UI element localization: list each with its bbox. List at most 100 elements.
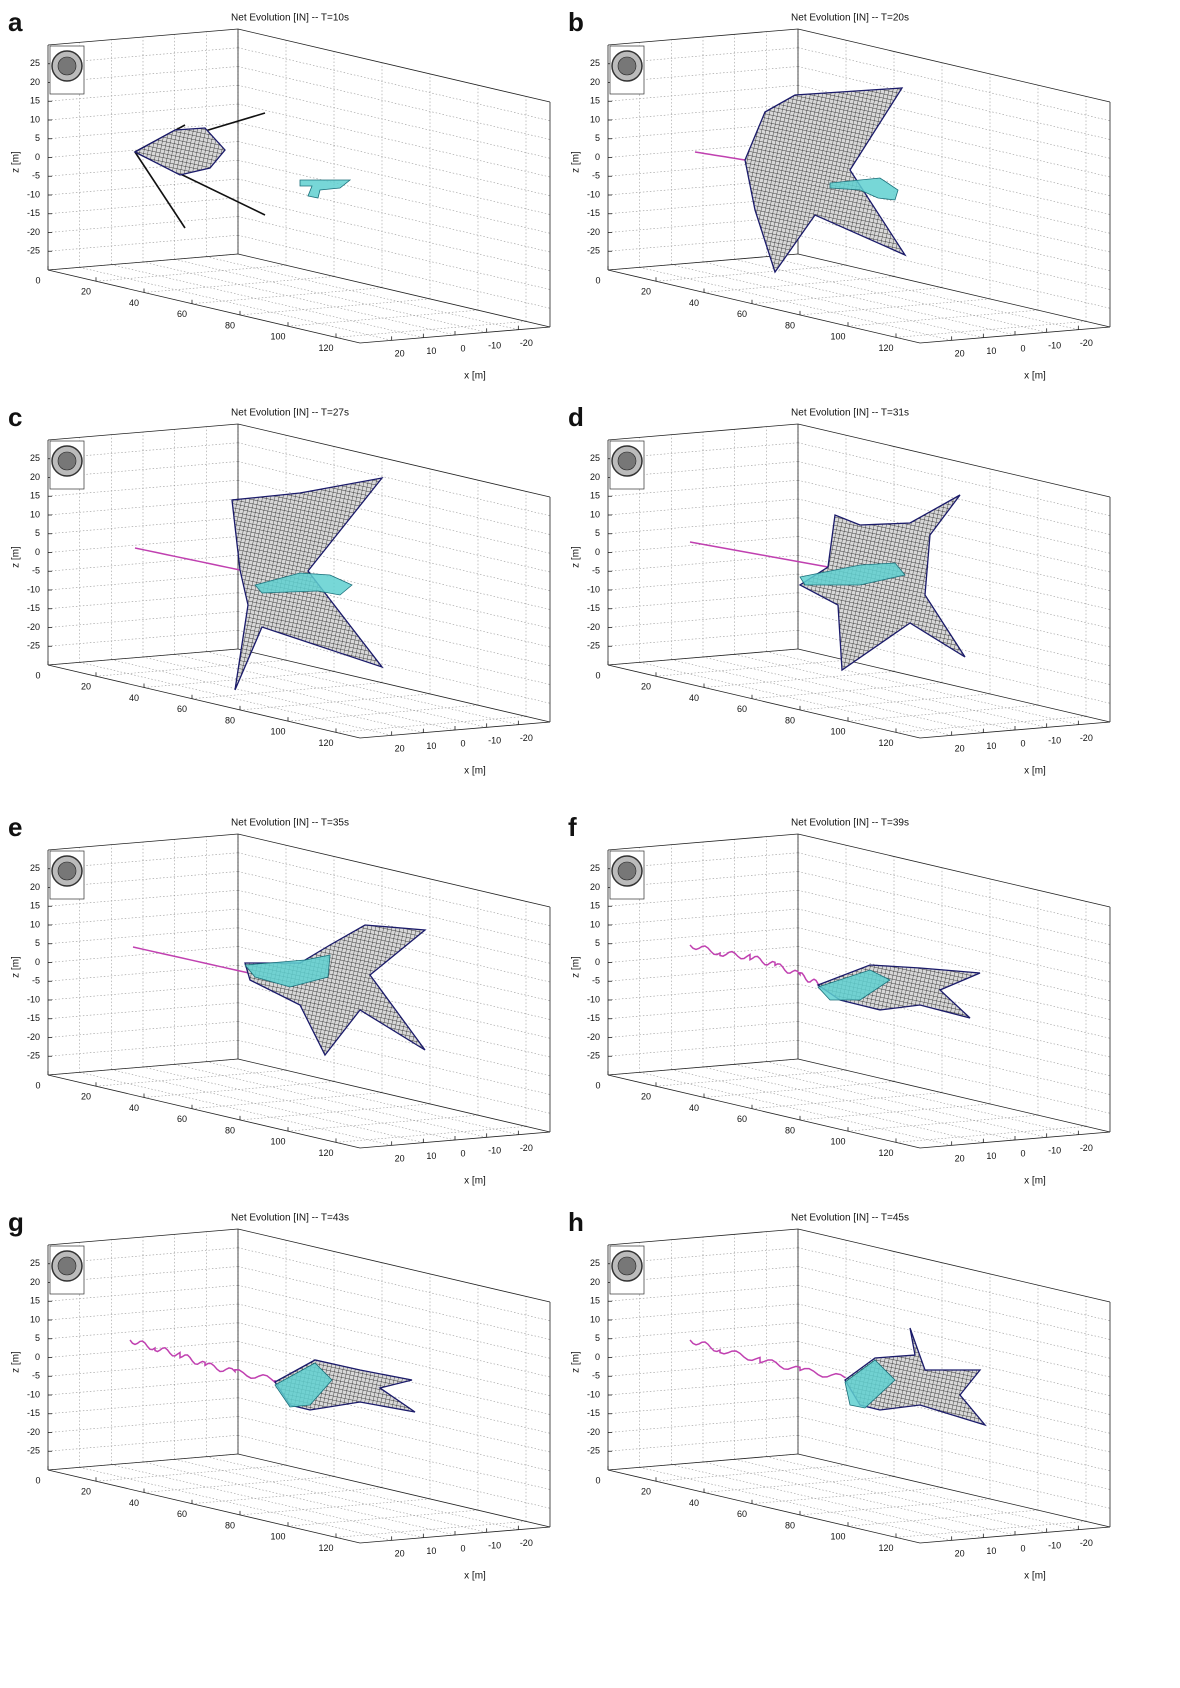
z-tick-label: 5 [35,938,40,948]
grid-line [238,48,550,121]
grid-line [798,1304,1110,1377]
tether [690,945,820,987]
y-tick-label: 40 [689,1498,699,1508]
panel-letter: a [8,7,23,37]
grid-line [238,1417,550,1490]
axis-edge [48,1229,238,1245]
x-tick-label: -10 [1048,341,1061,351]
grid-line [238,1248,550,1321]
grid-line [80,267,392,340]
grid-line [798,890,1110,963]
y-tick-label: 80 [225,1125,235,1135]
grid-line [798,1022,1110,1095]
y-tick-label: 120 [318,738,333,748]
grid-line [111,660,423,733]
x-tick-label: -10 [1048,1541,1061,1551]
grid-line [175,259,487,332]
x-tick-label: 0 [460,1543,465,1553]
z-axis-label: z [m] [571,956,582,978]
axis-edge [48,270,360,343]
z-tick-label: -10 [27,994,40,1004]
x-tick-label: 20 [955,1549,965,1559]
axis-edge [48,665,360,738]
grid-line [798,1267,1110,1340]
z-tick-label: -5 [32,566,40,576]
z-tick-label: 15 [30,491,40,501]
net-mesh [135,128,225,175]
tether [135,548,240,570]
x-tick-label: 20 [395,744,405,754]
axis-edge [608,424,798,440]
grid-line [766,257,1078,330]
z-tick-label: -5 [592,976,600,986]
z-tick-label: -20 [587,1032,600,1042]
grid-line [735,259,1047,332]
tether [695,152,745,160]
logo-seal-inner [58,1257,76,1275]
chart-title: Net Evolution [IN] -- T=31s [791,408,909,419]
grid-line [238,853,550,926]
x-tick-label: 0 [460,1148,465,1158]
grid-line [238,1285,550,1358]
z-tick-label: -5 [592,171,600,181]
y-tick-label: 0 [35,275,40,285]
axis-edge [798,424,1110,497]
z-tick-label: 10 [30,509,40,519]
x-tick-label: 20 [395,1154,405,1164]
axis-edge [798,1454,1110,1527]
x-tick-label: 20 [395,1549,405,1559]
grid-line [143,1067,455,1140]
grid-line [238,198,550,271]
grid-line [703,1462,1015,1535]
y-tick-label: 100 [270,1137,285,1147]
y-tick-label: 0 [35,670,40,680]
axis-edge [608,665,920,738]
panel-letter: e [8,812,22,842]
y-tick-label: 20 [641,1092,651,1102]
tether [690,1340,845,1378]
x-axis-label: x [m] [464,371,486,382]
axis-edge [798,1229,1110,1302]
z-tick-label: 15 [30,96,40,106]
panel: 2520151050-5-10-15-20-250204060801001202… [8,1207,550,1582]
grid-line [80,1467,392,1540]
z-tick-label: 10 [30,1314,40,1324]
y-tick-label: 120 [878,1148,893,1158]
axis-edge [48,1075,360,1148]
z-tick-label: 25 [590,1258,600,1268]
z-tick-label: -20 [587,227,600,237]
z-tick-label: -5 [32,171,40,181]
x-tick-label: -10 [488,736,501,746]
y-tick-label: 100 [830,332,845,342]
y-tick-label: 80 [785,1520,795,1530]
grid-line [238,630,550,703]
chart-title: Net Evolution [IN] -- T=45s [791,1213,909,1224]
x-tick-label: 10 [426,1151,436,1161]
y-tick-label: 60 [177,704,187,714]
y-tick-label: 100 [270,727,285,737]
z-tick-label: -5 [32,1371,40,1381]
y-tick-label: 100 [270,1532,285,1542]
grid-line [703,1067,1015,1140]
z-tick-label: 0 [595,547,600,557]
axis-edge [48,834,238,850]
x-tick-label: -20 [1080,338,1093,348]
grid-line [111,1070,423,1143]
x-tick-label: 0 [1020,1148,1025,1158]
y-tick-label: 100 [270,332,285,342]
z-tick-label: 10 [590,509,600,519]
z-tick-label: 5 [595,938,600,948]
grid-line [766,1062,1078,1135]
axis-edge [238,29,550,102]
x-tick-label: -20 [1080,1538,1093,1548]
panel-letter: c [8,402,22,432]
grid-line [238,1267,550,1340]
z-tick-label: -20 [587,1427,600,1437]
x-tick-label: -20 [520,1538,533,1548]
chart-title: Net Evolution [IN] -- T=20s [791,13,909,24]
axis-edge [608,270,920,343]
grid-line [798,1285,1110,1358]
z-tick-label: 20 [30,77,40,87]
axis-edge [608,1075,920,1148]
z-tick-label: 5 [35,528,40,538]
